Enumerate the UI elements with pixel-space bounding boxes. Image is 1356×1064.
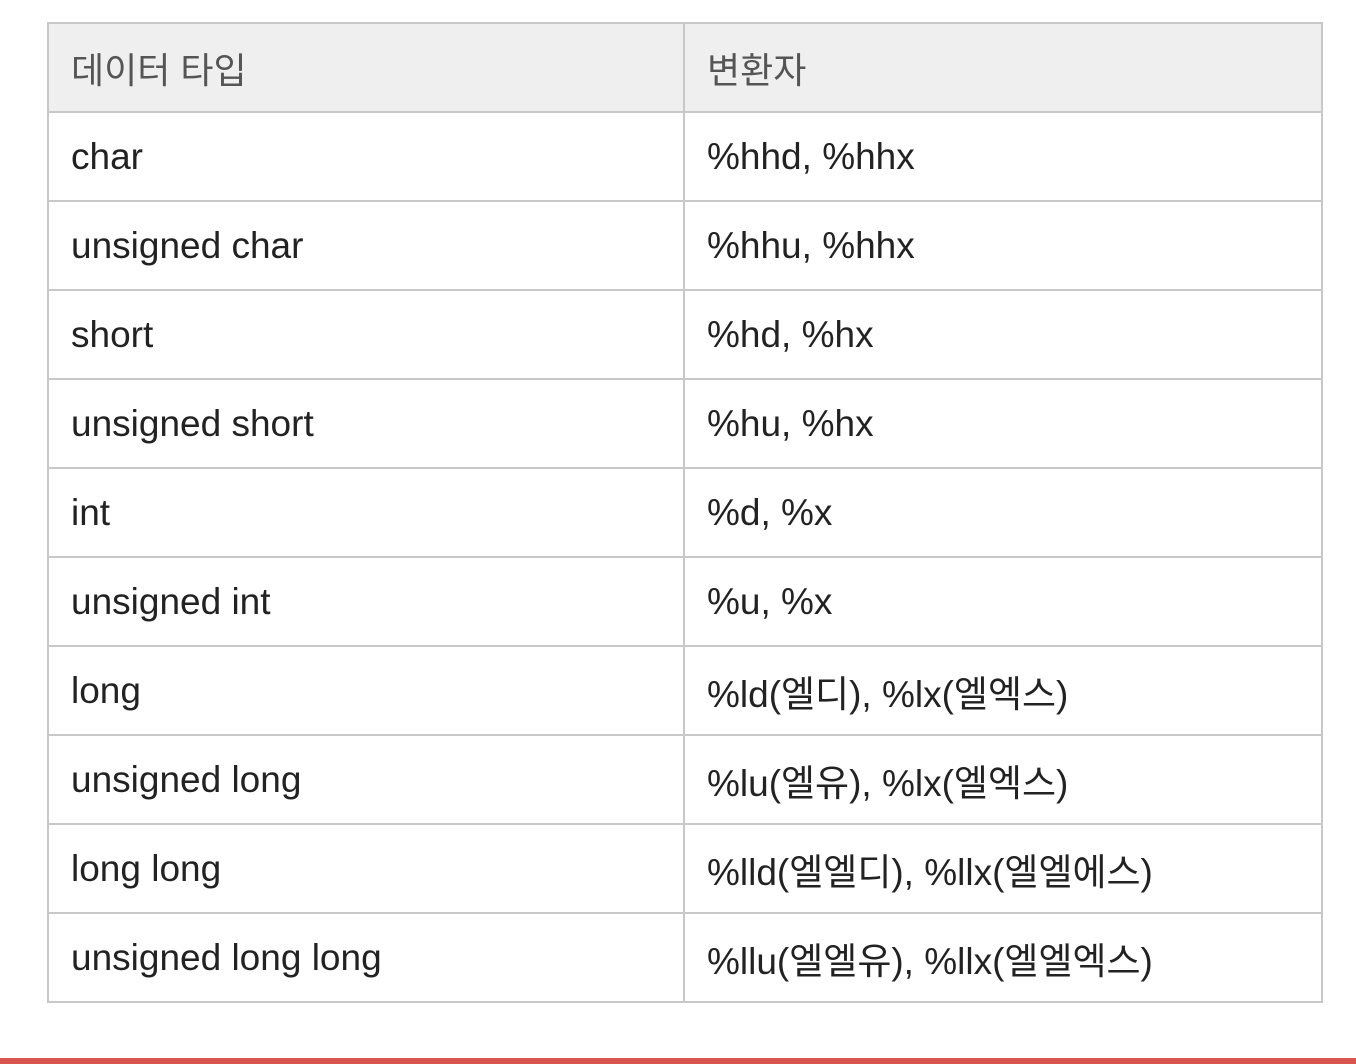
table-row: unsigned int %u, %x — [47, 556, 1323, 647]
specifier-cell: %llu(엘엘유), %llx(엘엘엑스) — [683, 912, 1323, 1003]
data-type-cell: unsigned short — [47, 378, 685, 469]
specifier-cell: %lu(엘유), %lx(엘엑스) — [683, 734, 1323, 825]
table-row: unsigned char %hhu, %hhx — [47, 200, 1323, 291]
header-data-type: 데이터 타입 — [47, 22, 685, 113]
specifier-cell: %hhu, %hhx — [683, 200, 1323, 291]
header-row: 데이터 타입 변환자 — [47, 22, 1323, 113]
data-type-cell: unsigned int — [47, 556, 685, 647]
data-type-cell: long long — [47, 823, 685, 914]
specifier-cell: %hhd, %hhx — [683, 111, 1323, 202]
data-type-cell: long — [47, 645, 685, 736]
data-type-cell: unsigned char — [47, 200, 685, 291]
specifier-cell: %ld(엘디), %lx(엘엑스) — [683, 645, 1323, 736]
bottom-divider — [0, 1058, 1356, 1064]
data-type-cell: short — [47, 289, 685, 380]
table-row: unsigned short %hu, %hx — [47, 378, 1323, 469]
specifier-cell: %d, %x — [683, 467, 1323, 558]
specifier-cell: %hu, %hx — [683, 378, 1323, 469]
specifier-cell: %lld(엘엘디), %llx(엘엘에스) — [683, 823, 1323, 914]
table-row: char %hhd, %hhx — [47, 111, 1323, 202]
format-specifier-table: 데이터 타입 변환자 char %hhd, %hhx unsigned char… — [47, 22, 1323, 1003]
table-row: short %hd, %hx — [47, 289, 1323, 380]
table-row: long %ld(엘디), %lx(엘엑스) — [47, 645, 1323, 736]
header-specifier: 변환자 — [683, 22, 1323, 113]
data-type-cell: int — [47, 467, 685, 558]
table-body: char %hhd, %hhx unsigned char %hhu, %hhx… — [47, 111, 1323, 1003]
data-type-cell: char — [47, 111, 685, 202]
specifier-cell: %u, %x — [683, 556, 1323, 647]
data-type-cell: unsigned long — [47, 734, 685, 825]
table-header: 데이터 타입 변환자 — [47, 22, 1323, 113]
format-specifier-table-container: 데이터 타입 변환자 char %hhd, %hhx unsigned char… — [47, 22, 1323, 1003]
data-type-cell: unsigned long long — [47, 912, 685, 1003]
specifier-cell: %hd, %hx — [683, 289, 1323, 380]
table-row: long long %lld(엘엘디), %llx(엘엘에스) — [47, 823, 1323, 914]
table-row: unsigned long %lu(엘유), %lx(엘엑스) — [47, 734, 1323, 825]
table-row: unsigned long long %llu(엘엘유), %llx(엘엘엑스) — [47, 912, 1323, 1003]
table-row: int %d, %x — [47, 467, 1323, 558]
